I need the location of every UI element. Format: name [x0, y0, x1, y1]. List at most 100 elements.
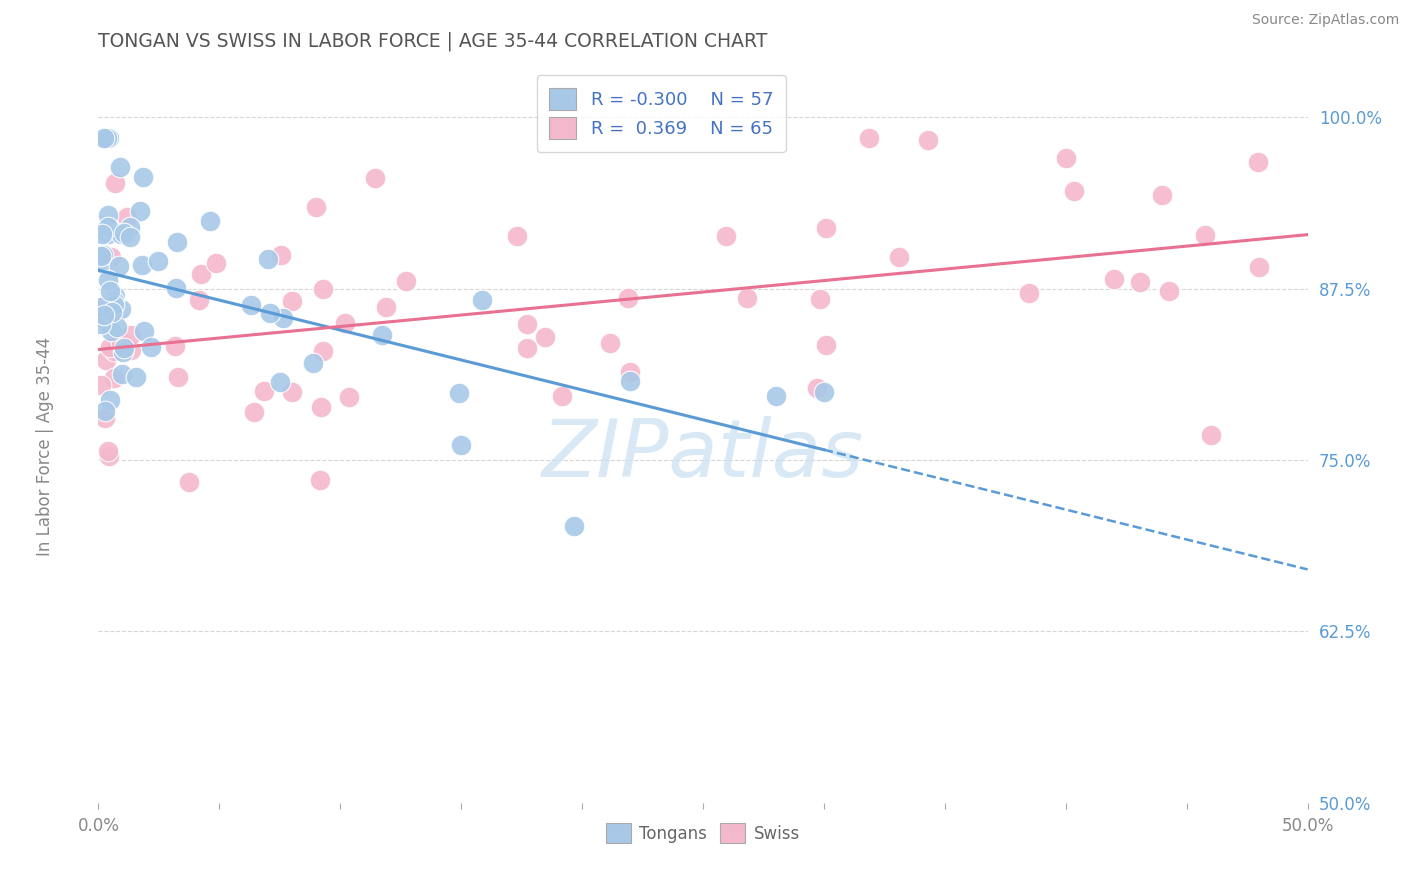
Point [103, 293, 125, 308]
Point [305, 201, 328, 215]
Point [1249, 260, 1271, 275]
Point [243, 405, 266, 419]
Point [917, 133, 939, 147]
Point [112, 345, 135, 359]
Point [96, 131, 118, 145]
Point [94, 404, 117, 418]
Point [110, 227, 132, 241]
Point [516, 317, 538, 331]
Point [90, 250, 112, 264]
Point [97, 273, 120, 287]
Point [100, 250, 122, 264]
Point [335, 316, 357, 330]
Point [90, 300, 112, 314]
Point [104, 177, 127, 191]
Legend: Tongans, Swiss: Tongans, Swiss [599, 816, 807, 850]
Point [562, 519, 585, 533]
Point [1129, 275, 1152, 289]
Point [814, 338, 837, 352]
Point [108, 259, 131, 273]
Point [280, 294, 302, 309]
Point [93, 131, 115, 145]
Point [270, 248, 292, 262]
Point [364, 170, 387, 185]
Point [1199, 428, 1222, 442]
Point [259, 305, 281, 319]
Point [253, 384, 276, 399]
Point [471, 293, 494, 308]
Text: In Labor Force | Age 35-44: In Labor Force | Age 35-44 [37, 336, 53, 556]
Point [806, 381, 828, 395]
Point [765, 389, 787, 403]
Point [91, 256, 114, 270]
Point [281, 385, 304, 400]
Point [132, 170, 155, 185]
Point [111, 367, 134, 381]
Point [90, 317, 112, 331]
Point [103, 371, 125, 385]
Point [190, 267, 212, 281]
Point [619, 365, 641, 379]
Point [103, 344, 125, 359]
Point [271, 310, 294, 325]
Point [808, 293, 831, 307]
Point [1247, 155, 1270, 169]
Point [375, 300, 398, 314]
Point [100, 324, 122, 338]
Point [257, 252, 280, 266]
Point [103, 298, 125, 312]
Point [141, 340, 163, 354]
Point [93, 309, 115, 323]
Point [97, 209, 120, 223]
Point [239, 297, 262, 311]
Point [98, 450, 121, 464]
Point [617, 291, 640, 305]
Point [120, 327, 142, 342]
Point [813, 384, 835, 399]
Point [97, 227, 120, 241]
Point [1102, 272, 1125, 286]
Point [714, 228, 737, 243]
Point [395, 274, 418, 288]
Point [1054, 152, 1077, 166]
Point [97, 444, 120, 458]
Point [533, 330, 555, 344]
Text: TONGAN VS SWISS IN LABOR FORCE | AGE 35-44 CORRELATION CHART: TONGAN VS SWISS IN LABOR FORCE | AGE 35-… [98, 31, 768, 51]
Point [101, 304, 124, 318]
Point [110, 160, 132, 174]
Point [104, 289, 127, 303]
Point [371, 327, 394, 342]
Point [312, 343, 335, 358]
Text: ZIPatlas: ZIPatlas [541, 416, 865, 494]
Point [165, 338, 187, 352]
Point [112, 227, 135, 241]
Point [120, 343, 142, 358]
Point [91, 247, 114, 261]
Point [599, 336, 621, 351]
Point [1063, 184, 1085, 198]
Point [735, 291, 758, 305]
Point [98, 284, 121, 298]
Point [302, 356, 325, 370]
Point [1194, 227, 1216, 242]
Point [450, 438, 472, 452]
Point [112, 341, 135, 355]
Point [110, 334, 132, 349]
Point [115, 210, 138, 224]
Point [148, 253, 170, 268]
Point [1152, 188, 1174, 202]
Point [100, 340, 122, 354]
Point [619, 374, 641, 388]
Point [516, 341, 538, 355]
Point [94, 310, 117, 324]
Point [93, 410, 115, 425]
Point [118, 229, 141, 244]
Point [125, 370, 148, 384]
Point [97, 131, 120, 145]
Point [814, 221, 837, 235]
Point [309, 474, 332, 488]
Point [887, 250, 910, 264]
Point [311, 281, 333, 295]
Text: Source: ZipAtlas.com: Source: ZipAtlas.com [1251, 13, 1399, 28]
Point [269, 375, 291, 389]
